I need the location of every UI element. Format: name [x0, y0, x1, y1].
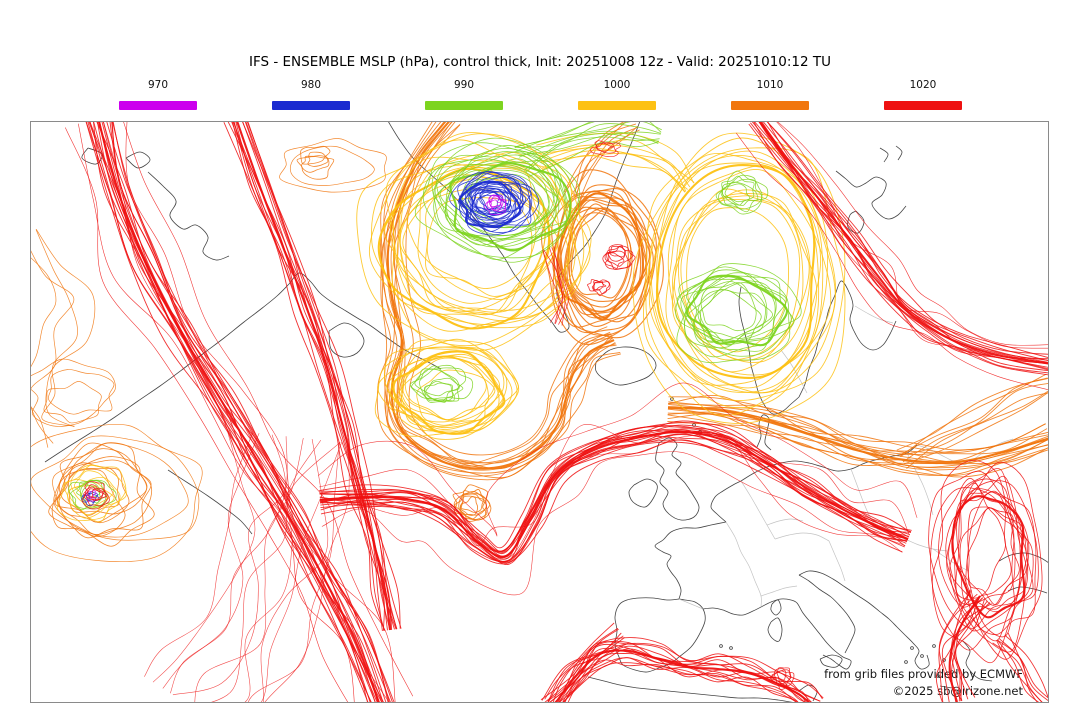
map-frame	[30, 121, 1049, 703]
legend-swatch	[578, 101, 656, 110]
legend-item-1000: 1000	[578, 79, 656, 110]
chart-title: IFS - ENSEMBLE MSLP (hPa), control thick…	[248, 54, 832, 70]
attribution-copyright: ©2025 sb@irizone.net	[892, 684, 1023, 698]
legend-value: 970	[147, 79, 169, 91]
legend-swatch	[884, 101, 962, 110]
legend-item-990: 990	[425, 79, 503, 110]
legend-value: 1020	[909, 79, 937, 91]
pressure-legend: 970 980 990 1000 1010 1020	[0, 0, 1080, 118]
legend-value: 1000	[603, 79, 631, 91]
legend-swatch	[425, 101, 503, 110]
legend-item-1020: 1020	[884, 79, 962, 110]
attribution-source: from grib files provided by ECMWF	[824, 667, 1023, 681]
legend-item-1010: 1010	[731, 79, 809, 110]
legend-value: 990	[453, 79, 475, 91]
legend-item-970: 970	[119, 79, 197, 110]
legend-swatch	[272, 101, 350, 110]
legend-swatch	[731, 101, 809, 110]
legend-value: 1010	[756, 79, 784, 91]
attribution: from grib files provided by ECMWF ©2025 …	[824, 666, 1023, 700]
legend-value: 980	[300, 79, 322, 91]
legend-item-980: 980	[272, 79, 350, 110]
legend-swatch	[119, 101, 197, 110]
